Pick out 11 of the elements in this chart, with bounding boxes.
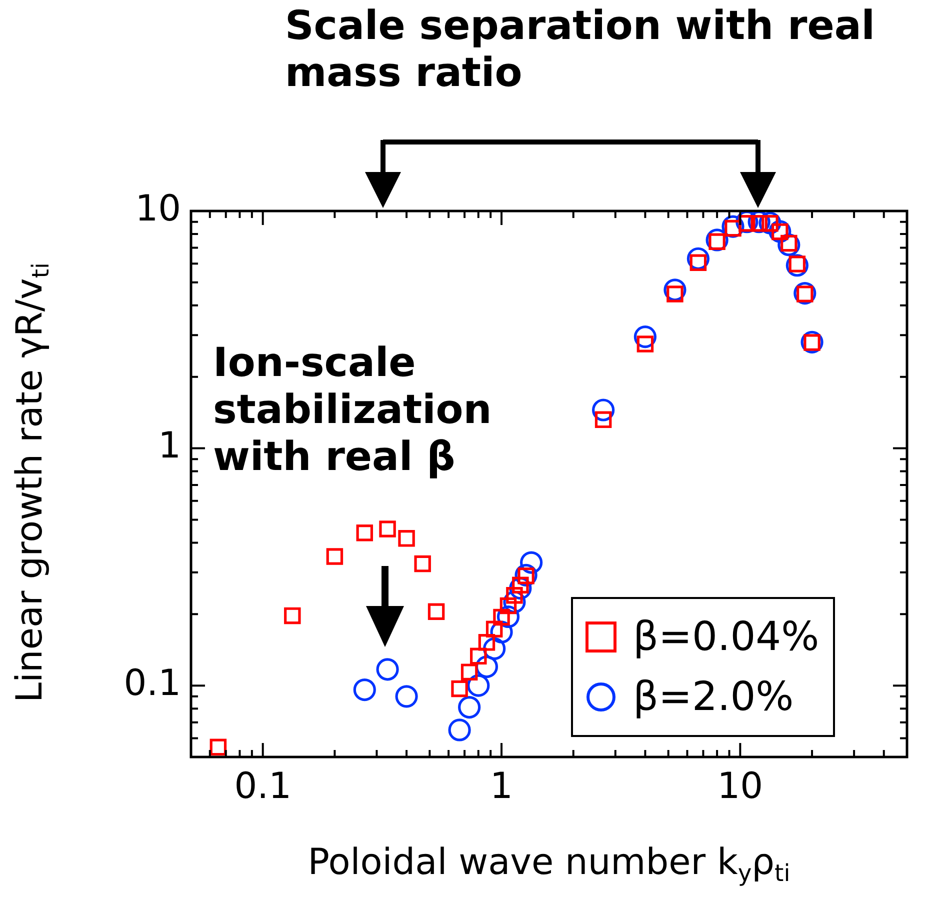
legend-label: β=0.04% [633,614,820,660]
x-tick-label: 10 [717,766,764,807]
y-tick-label: 10 [135,188,181,230]
legend-label: β=2.0% [633,674,794,720]
y-tick-label: 0.1 [124,662,181,704]
x-tick-label: 0.1 [234,766,292,807]
annotation: Ion-scale stabilization with real β [213,340,493,481]
x-tick-label: 1 [490,766,513,807]
x-axis-title: Poloidal wave number k$_{y}$ρ$_{ti}$ [306,842,792,888]
y-tick-label: 1 [158,426,181,467]
text: Scale separation with real mass ratio [285,3,876,97]
